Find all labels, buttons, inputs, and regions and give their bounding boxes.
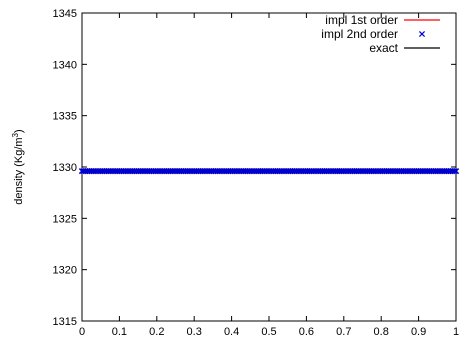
x-tick-label: 0.7 [336, 326, 351, 338]
series-impl-2nd-order-point [452, 167, 460, 175]
y-tick-label: 1320 [53, 265, 77, 277]
y-tick-label: 1335 [53, 111, 77, 123]
series-impl-2nd-order-point [450, 167, 458, 175]
x-tick-label: 0.2 [149, 326, 164, 338]
y-tick-label: 1315 [53, 316, 77, 328]
x-tick-label: 0.1 [112, 326, 127, 338]
legend-label: impl 2nd order [321, 27, 398, 41]
x-tick-label: 0.5 [261, 326, 276, 338]
legend-label: impl 1st order [325, 13, 398, 27]
x-tick-label: 0.8 [374, 326, 389, 338]
y-axis-label: density (Kg/m3) [11, 129, 25, 204]
x-tick-label: 0.4 [224, 326, 239, 338]
y-tick-label: 1325 [53, 213, 77, 225]
y-axis-label-main: density (Kg/m [13, 137, 25, 204]
x-tick-label: 1 [453, 326, 459, 338]
x-tick-label: 0 [79, 326, 85, 338]
x-tick-label: 0.6 [299, 326, 314, 338]
legend-label: exact [369, 41, 398, 55]
legend-marker [418, 30, 426, 38]
x-tick-label: 0.9 [411, 326, 426, 338]
y-tick-label: 1345 [53, 8, 77, 20]
plot-frame [81, 12, 457, 322]
y-tick-label: 1340 [53, 59, 77, 71]
y-axis-label-close: ) [13, 129, 25, 133]
y-axis-label-superscript: 3 [11, 132, 20, 137]
x-tick-label: 0.3 [187, 326, 202, 338]
axis-ticks: 0 0.1 0.2 0.3 0.4 0.5 0.6 0.7 0.8 0.9 1 1315 1320 132… [53, 8, 460, 338]
series-layer [78, 167, 460, 175]
y-tick-label: 1330 [53, 162, 77, 174]
